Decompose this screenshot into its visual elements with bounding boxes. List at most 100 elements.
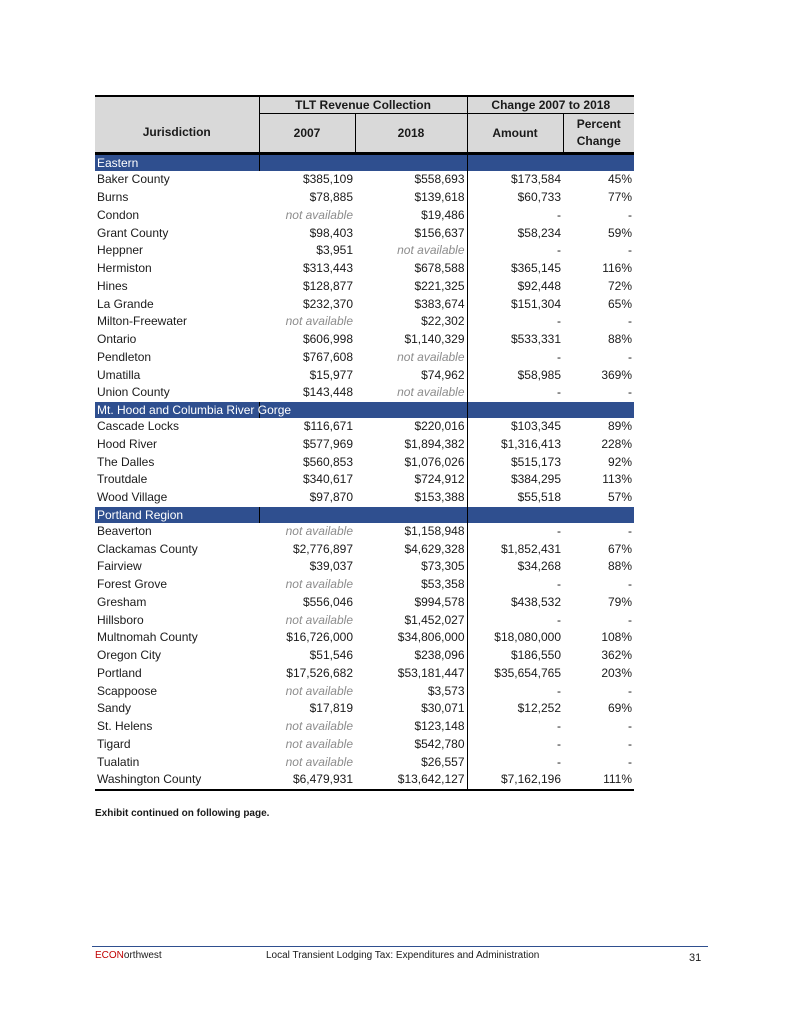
value-2007-cell: $15,977: [309, 367, 353, 382]
group-header-change: Change 2007 to 2018: [467, 95, 635, 114]
change-amount-cell: $55,518: [517, 490, 562, 505]
table-row: Umatilla $15,977 $74,962 $58,985 369%: [95, 366, 634, 384]
value-2007-cell: not available: [285, 683, 353, 698]
jurisdiction-cell: Heppner: [97, 243, 144, 258]
tlt-revenue-table: TLT Revenue Collection Change 2007 to 20…: [95, 95, 635, 791]
change-percent-cell: 113%: [602, 472, 633, 487]
jurisdiction-cell: Wood Village: [97, 490, 168, 505]
change-amount-cell: $18,080,000: [494, 630, 562, 645]
table-body: Eastern Baker County $385,109 $558,693 $173,…: [95, 153, 635, 791]
change-amount-cell: -: [557, 523, 562, 538]
section-band-cell: [466, 153, 564, 171]
jurisdiction-cell: Hines: [97, 278, 128, 293]
table-row: Forest Grove not available $53,358 - -: [95, 575, 634, 594]
value-2007-cell: $17,526,682: [286, 665, 353, 680]
change-amount-cell: $35,654,765: [494, 665, 562, 680]
table-row: Ontario $606,998 $1,140,329 $533,331 88%: [95, 330, 634, 349]
change-percent-cell: 88%: [608, 559, 633, 574]
table-row: Oregon City $51,546 $238,096 $186,550 362%: [95, 646, 634, 665]
table-row: Milton-Freewater not available $22,302 - -: [95, 313, 634, 331]
change-amount-cell: -: [557, 754, 562, 769]
change-percent-cell: -: [628, 243, 633, 258]
change-amount-cell: $173,584: [510, 172, 562, 187]
table-row: Wood Village $97,870 $153,388 $55,518 57%: [95, 488, 634, 507]
value-2018-cell: $22,302: [355, 313, 468, 331]
value-2018-cell: $123,148: [355, 717, 468, 736]
section-band-cell: [466, 401, 564, 418]
change-percent-cell: 111%: [563, 771, 635, 791]
value-2018-cell: $558,693: [355, 171, 468, 189]
value-2018-cell: $220,016: [355, 417, 468, 436]
table-row: Clackamas County $2,776,897 $4,629,328 $1,8…: [95, 540, 634, 558]
table-row: Hermiston $313,443 $678,588 $365,145 116%: [95, 259, 634, 278]
value-2018-cell: $1,158,948: [355, 522, 468, 541]
value-2007-cell: not available: [285, 754, 353, 769]
value-2007-cell: $3,951: [316, 243, 353, 258]
value-2007-cell: $17,819: [309, 701, 353, 716]
change-percent-cell: 88%: [608, 332, 633, 347]
value-2018-cell: $74,962: [355, 366, 468, 384]
value-2007-cell: $98,403: [309, 225, 353, 240]
change-percent-cell: 362%: [601, 648, 633, 663]
change-amount-cell: -: [557, 385, 562, 400]
jurisdiction-cell: Hermiston: [97, 261, 152, 276]
change-percent-cell: -: [628, 385, 633, 400]
value-2007-cell: $128,877: [302, 278, 353, 293]
header-row-groups: TLT Revenue Collection Change 2007 to 20…: [95, 95, 635, 114]
table-row: Tualatin not available $26,557 - -: [95, 753, 634, 771]
change-amount-cell: $1,852,431: [500, 541, 562, 556]
jurisdiction-cell: Clackamas County: [97, 541, 198, 556]
table-row: Condon not available $19,486 - -: [95, 206, 634, 225]
table-row: Fairview $39,037 $73,305 $34,268 88%: [95, 558, 634, 576]
change-percent-cell: 69%: [608, 701, 633, 716]
table-row: Heppner $3,951 not available - -: [95, 242, 634, 260]
value-2007-cell: $97,870: [309, 490, 353, 505]
change-percent-cell: 72%: [608, 278, 633, 293]
value-2007-cell: $560,853: [302, 454, 353, 469]
value-2007-cell: not available: [285, 612, 353, 627]
value-2007-cell: $340,617: [302, 472, 353, 487]
jurisdiction-cell: Gresham: [97, 594, 147, 609]
value-2018-cell: $221,325: [355, 277, 468, 296]
section-band-cell: [563, 401, 635, 418]
change-amount-cell: $384,295: [510, 472, 562, 487]
table-row: Grant County $98,403 $156,637 $58,234 59%: [95, 224, 634, 242]
change-percent-cell: -: [628, 736, 633, 751]
change-amount-cell: $7,162,196: [467, 771, 564, 791]
header-blank: [95, 95, 260, 114]
change-percent-cell: 92%: [608, 454, 633, 469]
change-amount-cell: -: [557, 736, 562, 751]
value-2018-cell: $73,305: [355, 558, 468, 576]
value-2007-cell: $577,969: [302, 436, 353, 451]
table-row: The Dalles $560,853 $1,076,026 $515,173 92%: [95, 453, 634, 471]
change-amount-cell: $58,234: [517, 225, 562, 240]
section-row: Eastern: [95, 153, 635, 171]
change-amount-cell: $58,985: [517, 367, 562, 382]
change-amount-cell: -: [557, 577, 562, 592]
footer-divider: [92, 946, 708, 947]
value-2007-cell: $385,109: [302, 172, 353, 187]
jurisdiction-cell: Tigard: [97, 736, 131, 751]
col-header-2007: 2007: [259, 113, 356, 155]
footer-document-title: Local Transient Lodging Tax: Expenditure…: [266, 950, 540, 961]
brand-northwest-text: orthwest: [123, 950, 162, 961]
table-row: Union County $143,448 not available - -: [95, 384, 634, 402]
jurisdiction-cell: Milton-Freewater: [97, 314, 188, 329]
value-2018-cell: not available: [355, 242, 468, 260]
change-amount-cell: $151,304: [510, 296, 562, 311]
jurisdiction-cell: Fairview: [97, 559, 142, 574]
change-percent-cell: 116%: [602, 261, 633, 276]
value-2007-cell: not available: [285, 736, 353, 751]
col-header-2018: 2018: [355, 113, 468, 155]
section-label: Portland Region: [95, 506, 259, 523]
change-amount-cell: $365,145: [510, 261, 562, 276]
section-band-cell: [355, 401, 468, 418]
change-percent-cell: -: [628, 754, 633, 769]
value-2018-cell: $542,780: [355, 735, 468, 754]
jurisdiction-cell: Baker County: [97, 172, 170, 187]
table-row: Burns $78,885 $139,618 $60,733 77%: [95, 188, 634, 207]
value-2007-cell: $116,671: [303, 419, 353, 434]
change-percent-cell: -: [628, 314, 633, 329]
change-amount-cell: -: [557, 612, 562, 627]
col-header-jurisdiction: Jurisdiction: [95, 113, 260, 155]
